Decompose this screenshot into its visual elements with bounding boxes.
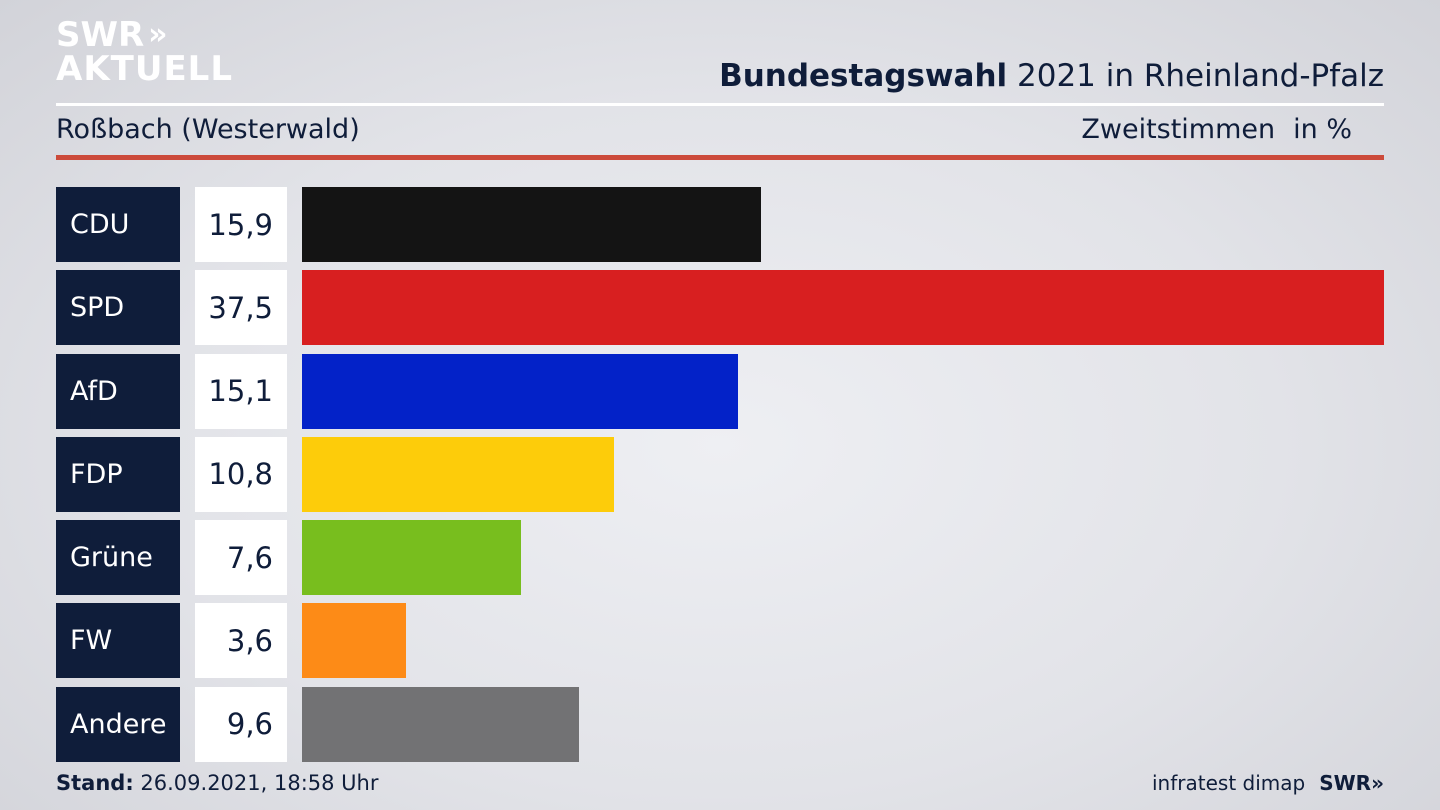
party-label: SPD [56,270,180,346]
source-credit: infratest dimap SWR» [1152,771,1384,795]
metric-name: Zweitstimmen [1081,114,1276,145]
bar [302,603,406,679]
bar-row-afd: AfD 15,1 [56,353,1384,429]
source-name: infratest dimap [1152,771,1306,795]
bar [302,353,738,429]
bar-chart: CDU 15,9 SPD 37,5 AfD 15,1 FDP 10,8 Grüne 7,6 FW 3,… [56,187,1384,770]
timestamp-value: 26.09.2021, 18:58 Uhr [133,771,379,795]
swr-aktuell-logo: SWR» AKTUELL [56,15,234,89]
unit-label: in % [1293,114,1352,145]
header-divider [56,103,1384,106]
bar-row-cdu: CDU 15,9 [56,187,1384,262]
data-label: 10,8 [195,436,287,512]
metric-label: Zweitstimmen in % [1081,114,1352,145]
data-label: 15,1 [195,353,287,429]
chart-title-bold: Bundestagswahl [719,58,1008,94]
chart-title: Bundestagswahl 2021 in Rheinland-Pfalz [719,58,1384,94]
data-label: 9,6 [195,686,287,762]
data-label: 7,6 [195,520,287,596]
bar-row-fdp: FDP 10,8 [56,436,1384,512]
data-label: 37,5 [195,270,287,346]
chevron-right-icon: » [148,17,168,52]
bar-row-fw: FW 3,6 [56,603,1384,679]
bar [302,270,1384,346]
bar [302,187,761,262]
data-label: 15,9 [195,187,287,262]
bar [302,436,614,512]
party-label: AfD [56,353,180,429]
chart-title-rest: 2021 in Rheinland-Pfalz [1007,58,1384,94]
party-label: Andere [56,686,180,762]
party-label: FW [56,603,180,679]
party-label: Grüne [56,520,180,596]
bar-row-grüne: Grüne 7,6 [56,520,1384,596]
accent-divider [56,155,1384,160]
party-label: CDU [56,187,180,262]
region-label: Roßbach (Westerwald) [56,114,360,145]
swr-brand-logo: SWR» [1319,771,1384,795]
bar [302,686,579,762]
data-label: 3,6 [195,603,287,679]
logo-aktuell-text: AKTUELL [56,49,234,89]
bar-row-spd: SPD 37,5 [56,270,1384,346]
logo-swr-text: SWR [56,15,145,55]
party-label: FDP [56,436,180,512]
timestamp-label: Stand: [56,771,134,795]
timestamp: Stand: 26.09.2021, 18:58 Uhr [56,771,379,795]
bar-row-andere: Andere 9,6 [56,686,1384,762]
bar [302,520,521,596]
